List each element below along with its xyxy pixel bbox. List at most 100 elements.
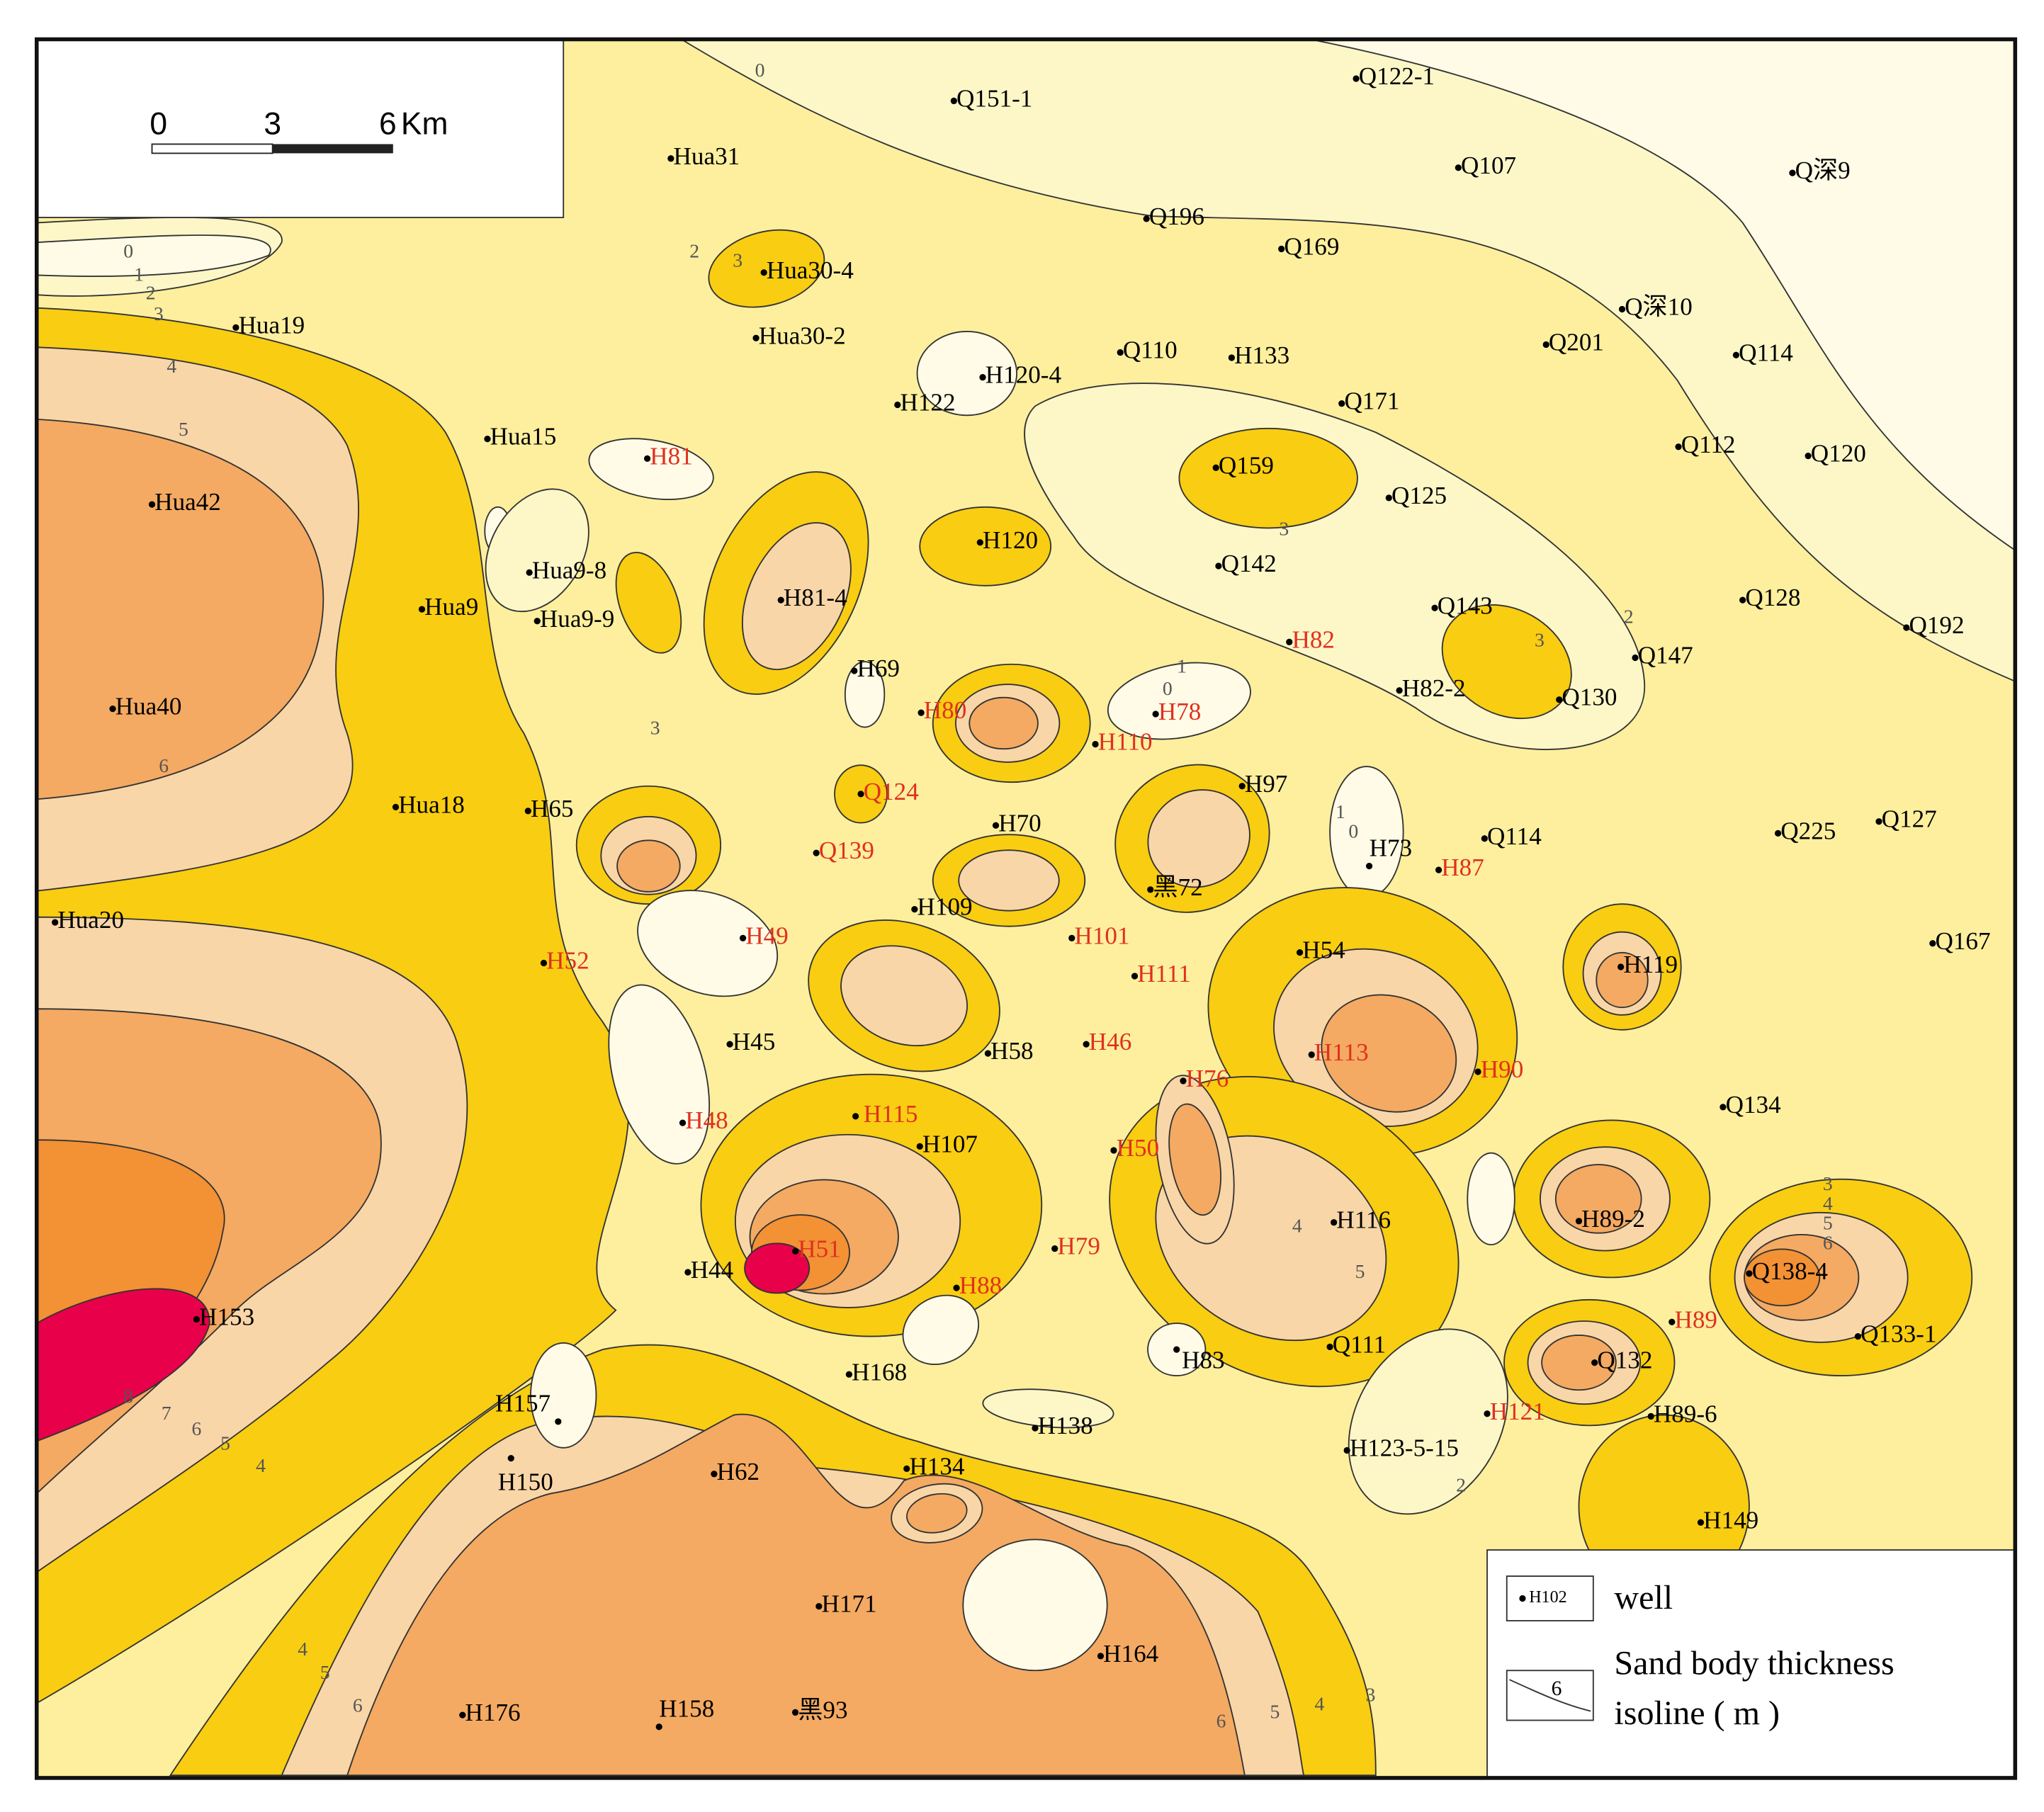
well-dot: [1474, 1068, 1481, 1075]
thickness-zones: [35, 38, 2016, 1778]
thickness-contour: [969, 696, 1039, 750]
well-label: Q111: [1333, 1330, 1386, 1358]
isoline-label: 6: [1823, 1232, 1833, 1254]
well-dot: [1051, 1245, 1058, 1252]
well-label: Q133-1: [1861, 1320, 1936, 1348]
isoline-label: 2: [1624, 606, 1634, 628]
well-label: Q167: [1936, 927, 1991, 955]
well-dot: [992, 822, 1000, 829]
well-label: Hua15: [490, 423, 557, 451]
isoline-label: 0: [1348, 821, 1358, 843]
well-dot: [1180, 1077, 1187, 1085]
thickness-contour: [1541, 1334, 1617, 1391]
well-dot: [484, 435, 491, 443]
legend-well: well: [1614, 1579, 1673, 1616]
well-dot: [1092, 740, 1099, 748]
well-label: H79: [1057, 1233, 1100, 1260]
thickness-contour: [608, 984, 711, 1165]
well-label: H138: [1038, 1412, 1093, 1439]
well-label: Hua18: [398, 791, 465, 818]
thickness-contour: [958, 849, 1060, 912]
well-dot: [984, 1050, 992, 1057]
well-label: Q深10: [1625, 293, 1693, 321]
well-label: Q201: [1549, 329, 1604, 356]
well-dot: [1286, 638, 1293, 645]
well-dot: [791, 1709, 799, 1716]
well-label: H58: [990, 1037, 1033, 1065]
well-dot: [533, 618, 541, 625]
well-dot: [1238, 783, 1246, 790]
well-label: H109: [917, 893, 973, 921]
well-label: H113: [1314, 1038, 1369, 1066]
isoline-label: 1: [134, 264, 144, 286]
well-label: H120-4: [986, 361, 1062, 389]
well-label: H97: [1245, 770, 1287, 798]
well-dot: [1720, 1104, 1727, 1111]
thickness-contour: [1744, 1248, 1821, 1307]
well-label: H45: [733, 1028, 775, 1055]
well-label: Hua19: [239, 311, 305, 339]
well-dot: [845, 1371, 853, 1378]
well-dot: [1212, 464, 1219, 471]
well-label: Q114: [1487, 822, 1542, 850]
well-label: Q143: [1438, 591, 1493, 619]
legend-well-dot: [1519, 1595, 1526, 1602]
isoline-label: 0: [1163, 678, 1173, 700]
well-label: Q122-1: [1359, 62, 1435, 90]
isoline-label: 4: [298, 1638, 307, 1660]
well-label: Q110: [1123, 336, 1178, 364]
isoline-label: 5: [1270, 1701, 1280, 1723]
well-label: Q107: [1461, 152, 1516, 179]
well-label: Hua9-9: [540, 605, 614, 633]
isoline-label: 6: [191, 1418, 201, 1440]
well-dot: [791, 1247, 799, 1255]
well-dot: [1431, 604, 1438, 611]
legend-isoline: [1509, 1679, 1591, 1712]
isoline-label: 1: [1177, 656, 1187, 678]
well-label: Q132: [1597, 1347, 1652, 1374]
well-label: H50: [1117, 1134, 1159, 1162]
well-dot: [1131, 973, 1139, 980]
well-dot: [1308, 1051, 1315, 1058]
well-label: Q128: [1745, 584, 1800, 611]
well-label: H78: [1158, 698, 1201, 725]
well-label: Q深9: [1795, 157, 1851, 184]
well-label: Q125: [1391, 482, 1447, 509]
well-label: H69: [857, 655, 899, 682]
isoline-label: 5: [1823, 1213, 1833, 1235]
thickness-contour: [615, 551, 682, 654]
well-label: H65: [531, 795, 573, 822]
thickness-contour: [1329, 766, 1404, 898]
well-label: H168: [852, 1358, 907, 1386]
well-label: Q171: [1344, 387, 1399, 415]
well-label: Q147: [1638, 642, 1693, 669]
well-label: 黑93: [798, 1696, 847, 1723]
thickness-contour: [741, 522, 852, 671]
well-dot: [1903, 624, 1910, 631]
isoline-label: 5: [1355, 1261, 1365, 1283]
well-label: H82: [1292, 625, 1334, 653]
scale-tick: 6: [379, 106, 397, 141]
well-label: Q196: [1149, 203, 1204, 230]
well-label: H149: [1703, 1506, 1758, 1534]
well-label: H73: [1370, 834, 1412, 861]
well-label: H120: [983, 526, 1038, 554]
zone: [35, 234, 271, 277]
well-dot: [655, 1723, 662, 1731]
legend-isoline-sample: 6: [1552, 1677, 1562, 1700]
isoline-label: 3: [1535, 630, 1545, 652]
well-label: Hua30-4: [767, 256, 854, 284]
well-dot: [760, 269, 767, 276]
well-label: H83: [1182, 1347, 1224, 1374]
well-dot: [1854, 1332, 1862, 1340]
isoline-label: 3: [733, 249, 742, 271]
well-dot: [911, 906, 918, 913]
well-label: H62: [717, 1458, 760, 1485]
well-dot: [1326, 1343, 1333, 1351]
zone: [1310, 38, 2016, 552]
well-label: H76: [1186, 1065, 1229, 1092]
thickness-contour: [1321, 994, 1457, 1113]
well-label: H119: [1623, 951, 1678, 978]
well-dot: [1435, 866, 1442, 873]
